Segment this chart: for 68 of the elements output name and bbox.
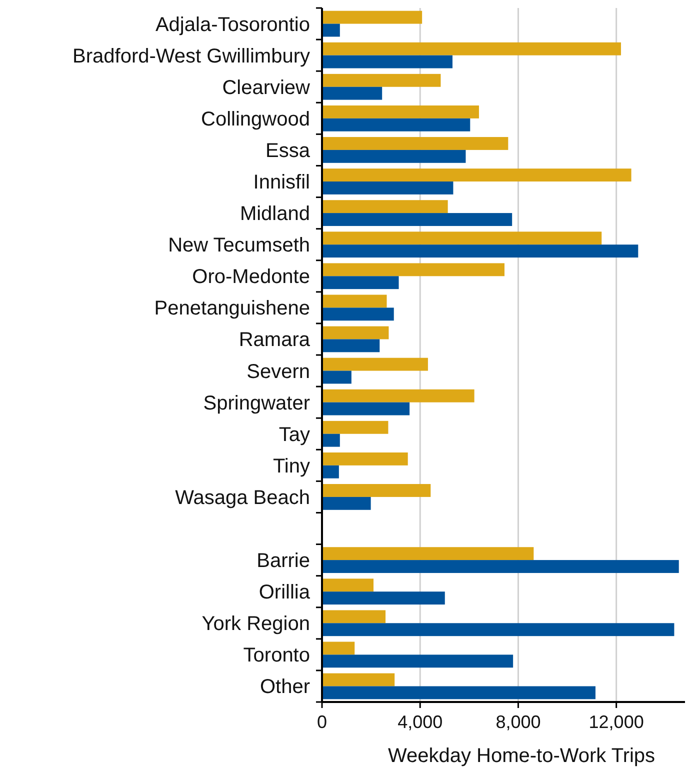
y-tick-label: Wasaga Beach (175, 486, 310, 509)
bar (322, 610, 386, 624)
bar (322, 182, 454, 194)
bar (322, 326, 389, 340)
bar (322, 642, 355, 655)
bar (322, 370, 352, 384)
bar (322, 294, 387, 308)
x-tick-label: 12,000 (588, 712, 644, 732)
y-tick-label: Collingwood (201, 108, 310, 130)
y-tick-label: Midland (240, 203, 310, 226)
bar (322, 673, 395, 686)
bar (322, 358, 428, 371)
x-tick-label: 8,000 (496, 712, 541, 732)
bar (322, 389, 474, 402)
y-tick-label: York Region (202, 613, 310, 636)
bar (322, 578, 374, 592)
y-tick-label: Essa (266, 140, 311, 162)
bar (322, 465, 339, 478)
bar (322, 452, 408, 466)
y-tick-label: Adjala-Tosorontio (155, 14, 310, 36)
bar (322, 137, 508, 150)
bar (322, 10, 422, 24)
bar (322, 654, 514, 668)
bar (322, 623, 674, 636)
bar (322, 263, 504, 276)
bar (322, 547, 534, 560)
y-tick-label: Toronto (243, 644, 310, 667)
bar (322, 244, 638, 258)
bar (322, 150, 466, 163)
y-tick-label: Bradford-West Gwillimbury (72, 45, 310, 68)
bar (322, 200, 448, 214)
y-tick-label: Barrie (256, 550, 310, 572)
x-tick-label: 0 (316, 712, 328, 732)
y-tick-label: Tiny (272, 455, 310, 478)
y-tick-label: Penetanguishene (154, 298, 310, 320)
bar (322, 686, 596, 700)
bar (322, 339, 380, 352)
y-tick-label: Innisfil (253, 172, 310, 194)
bar (322, 74, 441, 87)
bar (322, 560, 679, 573)
y-tick-label: Clearview (222, 76, 311, 99)
bar (322, 276, 399, 290)
x-tick-label: 4,000 (398, 712, 443, 732)
y-tick-label: Oro-Medonte (192, 266, 310, 288)
bar (322, 42, 621, 56)
bar (322, 118, 470, 132)
y-tick-label: Severn (246, 360, 310, 383)
bar (322, 213, 512, 226)
bar (322, 496, 371, 510)
y-tick-label: Tay (278, 424, 310, 446)
y-tick-label: Orillia (258, 582, 311, 604)
x-axis-title: Weekday Home-to-Work Trips (388, 745, 656, 767)
y-tick-label: Other (260, 676, 310, 698)
bar (322, 232, 602, 245)
bar (322, 402, 410, 416)
bar (322, 24, 340, 37)
bar (322, 105, 479, 118)
bar (322, 592, 445, 605)
y-tick-label: Ramara (238, 329, 311, 352)
y-tick-label: Springwater (203, 392, 310, 414)
bar (322, 55, 452, 68)
bar (322, 168, 632, 182)
y-tick-label: New Tecumseth (168, 234, 310, 257)
bar (322, 484, 431, 497)
bar (322, 308, 394, 321)
bar (322, 420, 388, 434)
bar (322, 434, 340, 447)
bar (322, 86, 382, 100)
